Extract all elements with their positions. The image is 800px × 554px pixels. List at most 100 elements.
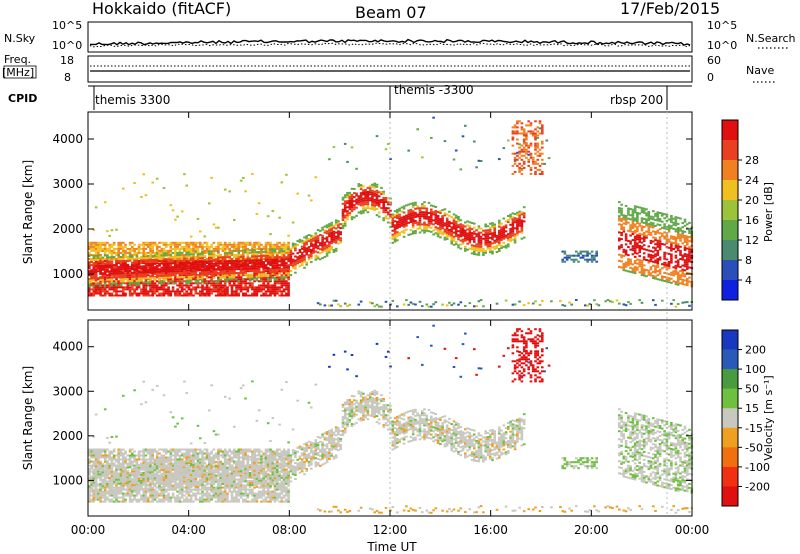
velocity-cell	[94, 471, 98, 474]
power-cell	[531, 130, 535, 133]
power-cell	[624, 204, 628, 207]
power-cell	[400, 222, 404, 225]
power-cell	[393, 228, 397, 231]
power-cell	[219, 282, 222, 285]
power-cell	[681, 236, 684, 239]
power-cell	[214, 272, 218, 275]
power-cell	[178, 278, 182, 281]
power-cell	[310, 249, 313, 251]
power-cell	[149, 294, 152, 297]
power-cell	[516, 122, 519, 125]
power-cell	[187, 264, 191, 267]
power-cell	[522, 212, 526, 215]
power-cell	[203, 267, 207, 270]
power-cell	[461, 226, 465, 229]
power-cell	[180, 247, 184, 250]
power-cell	[398, 207, 401, 210]
power-cell	[328, 241, 331, 244]
power-cell	[452, 217, 456, 220]
power-cell	[516, 158, 519, 161]
power-cell	[155, 252, 159, 255]
velocity-cell	[94, 489, 98, 492]
power-cell	[162, 187, 166, 189]
power-cell	[334, 239, 338, 242]
power-cell	[171, 290, 175, 293]
power-cell	[221, 260, 225, 263]
power-cell	[509, 223, 512, 226]
power-cell	[314, 240, 318, 243]
power-cell	[314, 254, 318, 257]
power-cell	[221, 292, 225, 295]
power-cell	[94, 249, 98, 252]
power-cell	[663, 276, 666, 278]
power-cell	[280, 282, 284, 285]
power-cell	[178, 243, 182, 246]
power-cell	[663, 213, 666, 216]
power-cell	[454, 241, 458, 243]
power-cell	[454, 220, 458, 223]
power-cell	[407, 215, 410, 218]
power-cell	[640, 301, 644, 304]
power-cell	[149, 259, 152, 261]
power-cell	[92, 282, 96, 285]
power-cell	[645, 208, 648, 211]
power-cell	[140, 273, 143, 276]
power-cell	[226, 278, 229, 281]
power-cell	[348, 191, 352, 194]
power-cell	[434, 222, 438, 225]
power-cell	[307, 248, 311, 251]
power-cell	[330, 234, 333, 236]
power-cell	[115, 286, 118, 289]
power-cell	[167, 262, 170, 265]
power-cell	[676, 261, 680, 264]
power-cell	[151, 247, 154, 250]
power-cell	[464, 221, 467, 224]
velocity-cell	[90, 487, 93, 490]
power-cell	[144, 288, 148, 291]
power-cell	[183, 265, 186, 268]
power-cell	[153, 286, 157, 289]
power-cell	[205, 290, 209, 293]
power-cell	[330, 232, 333, 234]
velocity-cell	[94, 472, 98, 475]
power-cell	[92, 294, 96, 297]
power-cell	[454, 228, 458, 231]
power-cell	[212, 272, 216, 275]
power-cell	[187, 249, 191, 252]
power-cell	[253, 261, 256, 264]
power-cell	[94, 258, 98, 261]
power-cell	[656, 219, 660, 222]
power-cell	[117, 282, 120, 285]
power-cell	[92, 285, 96, 288]
power-cell	[536, 126, 540, 129]
power-cell	[92, 257, 96, 259]
power-cell	[251, 286, 254, 289]
power-cell	[244, 294, 247, 297]
power-cell	[346, 216, 349, 219]
power-cell	[305, 253, 308, 256]
power-cell	[115, 266, 118, 269]
power-cell	[201, 253, 204, 256]
power-cell	[346, 214, 349, 217]
power-cell	[110, 276, 114, 279]
power-cell	[180, 276, 184, 279]
power-cell	[686, 282, 689, 285]
power-cell	[162, 260, 166, 263]
power-cell	[661, 232, 664, 235]
power-cell	[151, 181, 154, 184]
power-cell	[255, 257, 259, 260]
power-cell	[110, 282, 114, 285]
power-cell	[210, 292, 213, 295]
velocity-cell	[92, 465, 96, 468]
power-cell	[452, 235, 456, 238]
power-cell	[165, 278, 168, 281]
power-cell	[654, 224, 657, 227]
power-cell	[686, 278, 689, 280]
power-cell	[649, 268, 653, 271]
velocity-cell	[94, 492, 98, 495]
power-cell	[683, 224, 687, 227]
power-cell	[470, 244, 474, 247]
power-cell	[618, 201, 621, 204]
power-cell	[541, 142, 544, 145]
power-cell	[434, 220, 438, 223]
